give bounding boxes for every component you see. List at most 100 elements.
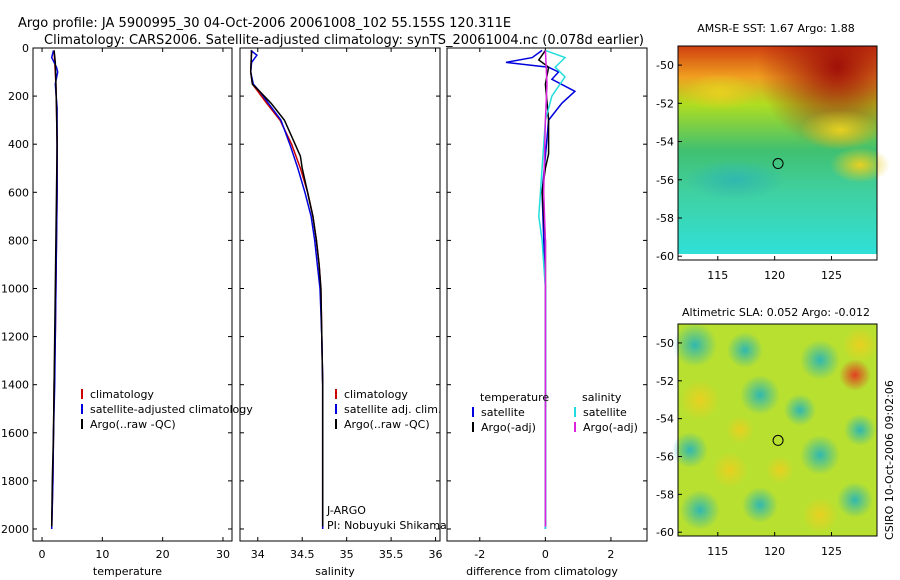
sla-eddy xyxy=(802,497,838,533)
map-x-tick-label: 120 xyxy=(764,269,785,282)
y-tick-label: 800 xyxy=(8,234,29,247)
sst-warm-patch xyxy=(800,110,880,150)
sst-map-title: AMSR-E SST: 1.67 Argo: 1.88 xyxy=(697,22,855,35)
difference-series-salinity-satellite xyxy=(538,49,567,529)
sst-map-panel: AMSR-E SST: 1.67 Argo: 1.88 -50 -52 -54 -56… xyxy=(656,22,890,282)
x-tick-label: 0 xyxy=(542,548,549,561)
legend-entry: Argo(..raw -QC) xyxy=(344,418,430,431)
sla-eddy xyxy=(672,432,708,468)
sla-eddy xyxy=(800,435,840,475)
temperature-x-axis-label: temperature xyxy=(93,565,162,578)
difference-series-temperature-satellite xyxy=(505,49,577,529)
salinity-axes-frame xyxy=(239,47,441,542)
sla-eddy xyxy=(844,414,876,446)
legend-entry: Argo(-adj) xyxy=(583,421,638,434)
x-tick-label: 35 xyxy=(340,548,354,561)
sla-eddy xyxy=(680,380,720,420)
x-tick-label: 20 xyxy=(156,548,170,561)
map-y-tick-label: -60 xyxy=(656,250,674,263)
map-x-tick-label: 115 xyxy=(707,269,728,282)
sla-eddy xyxy=(800,340,840,380)
sla-eddy xyxy=(842,327,878,363)
map-y-tick-label: -50 xyxy=(656,337,674,350)
legend-entry: satellite-adjusted climatology xyxy=(90,403,253,416)
y-tick-label: 1000 xyxy=(1,282,29,295)
y-tick-label: 1600 xyxy=(1,427,29,440)
footer-stamp: CSIRO 10-Oct-2006 09:02:06 xyxy=(883,380,896,540)
map-x-tick-label: 125 xyxy=(821,545,842,558)
temperature-panel: 0 200 400 600 800 1000 1200 1400 1600 1800 2000 0 10… xyxy=(1,42,253,578)
map-y-tick-label: -56 xyxy=(656,451,674,464)
sla-eddy xyxy=(673,323,717,367)
x-tick-label: 35.5 xyxy=(379,548,404,561)
y-tick-label: 200 xyxy=(8,90,29,103)
legend-header-temperature: temperature xyxy=(480,391,549,404)
sla-eddy xyxy=(727,332,763,368)
y-tick-label: 600 xyxy=(8,186,29,199)
sst-map-axes: -50 -52 -54 -56 -58 -60 115 120 125 xyxy=(656,59,842,282)
y-tick-label: 0 xyxy=(22,42,29,55)
salinity-series-argo-raw-qc- xyxy=(249,50,324,527)
map-x-tick-label: 115 xyxy=(707,545,728,558)
y-tick-label: 1800 xyxy=(1,475,29,488)
temperature-series-argo-raw-qc- xyxy=(50,50,58,527)
map-y-tick-label: -52 xyxy=(656,375,674,388)
y-tick-label: 2000 xyxy=(1,523,29,536)
sst-map-frame xyxy=(677,45,878,261)
difference-series-temperature-argo-adj- xyxy=(537,49,550,527)
sst-warm-tongue xyxy=(680,74,760,110)
map-y-tick-label: -58 xyxy=(656,212,674,225)
x-tick-label: 30 xyxy=(216,548,230,561)
header-line-1: Argo profile: JA 5900995_30 04-Oct-2006 … xyxy=(18,16,511,31)
sla-argo-position-marker xyxy=(772,434,784,446)
map-y-tick-label: -60 xyxy=(656,526,674,539)
sla-map-frame xyxy=(677,323,878,537)
legend-entry: climatology xyxy=(344,388,408,401)
sla-eddy xyxy=(837,482,873,518)
temperature-axes-frame xyxy=(32,47,233,542)
sst-warm-patch-2 xyxy=(830,147,890,183)
x-tick-label: 34 xyxy=(251,548,265,561)
sst-argo-position-marker xyxy=(772,158,784,170)
x-tick-label: -2 xyxy=(474,548,485,561)
y-tick-label: 1200 xyxy=(1,331,29,344)
x-tick-label: 2 xyxy=(607,548,614,561)
x-tick-label: 34.5 xyxy=(290,548,315,561)
map-y-tick-label: -56 xyxy=(656,174,674,187)
header-line-2: Climatology: CARS2006. Satellite-adjuste… xyxy=(44,33,644,48)
map-x-tick-label: 125 xyxy=(821,269,842,282)
sla-eddy xyxy=(712,452,748,488)
sla-eddy-pattern xyxy=(672,323,878,533)
sla-map-title: Altimetric SLA: 0.052 Argo: -0.012 xyxy=(682,306,870,319)
x-tick-label: 36 xyxy=(429,548,443,561)
legend-entry: Argo(-adj) xyxy=(481,421,536,434)
salinity-x-axis-label: salinity xyxy=(315,565,355,578)
salinity-series-climatology xyxy=(249,50,324,529)
legend-entry: climatology xyxy=(90,388,154,401)
map-y-tick-label: -54 xyxy=(656,136,674,149)
difference-axes-frame xyxy=(446,47,648,542)
pi-annotation: J-ARGO xyxy=(326,504,366,517)
map-x-tick-label: 120 xyxy=(764,545,785,558)
sla-eddy xyxy=(839,359,871,391)
sla-eddy xyxy=(740,375,780,415)
difference-series-salinity-argo-adj- xyxy=(542,50,548,527)
sla-map-panel: Altimetric SLA: 0.052 Argo: -0.012 -50 -5… xyxy=(656,306,878,558)
sla-eddy xyxy=(766,456,794,484)
sst-no-data xyxy=(678,254,877,260)
x-tick-label: 10 xyxy=(95,548,109,561)
legend-entry: satellite xyxy=(481,406,525,419)
y-tick-label: 400 xyxy=(8,138,29,151)
map-y-tick-label: -54 xyxy=(656,413,674,426)
sla-eddy xyxy=(742,487,778,523)
pi-annotation: PI: Nobuyuki Shikama xyxy=(327,519,447,532)
sst-cool-patch xyxy=(685,160,785,200)
legend-entry: satellite xyxy=(583,406,627,419)
legend-entry: Argo(..raw -QC) xyxy=(90,418,176,431)
sla-eddy xyxy=(726,416,754,444)
legend-entry: satellite adj. clim. xyxy=(344,403,441,416)
map-y-tick-label: -50 xyxy=(656,59,674,72)
map-y-tick-label: -52 xyxy=(656,97,674,110)
y-tick-label: 1400 xyxy=(1,379,29,392)
